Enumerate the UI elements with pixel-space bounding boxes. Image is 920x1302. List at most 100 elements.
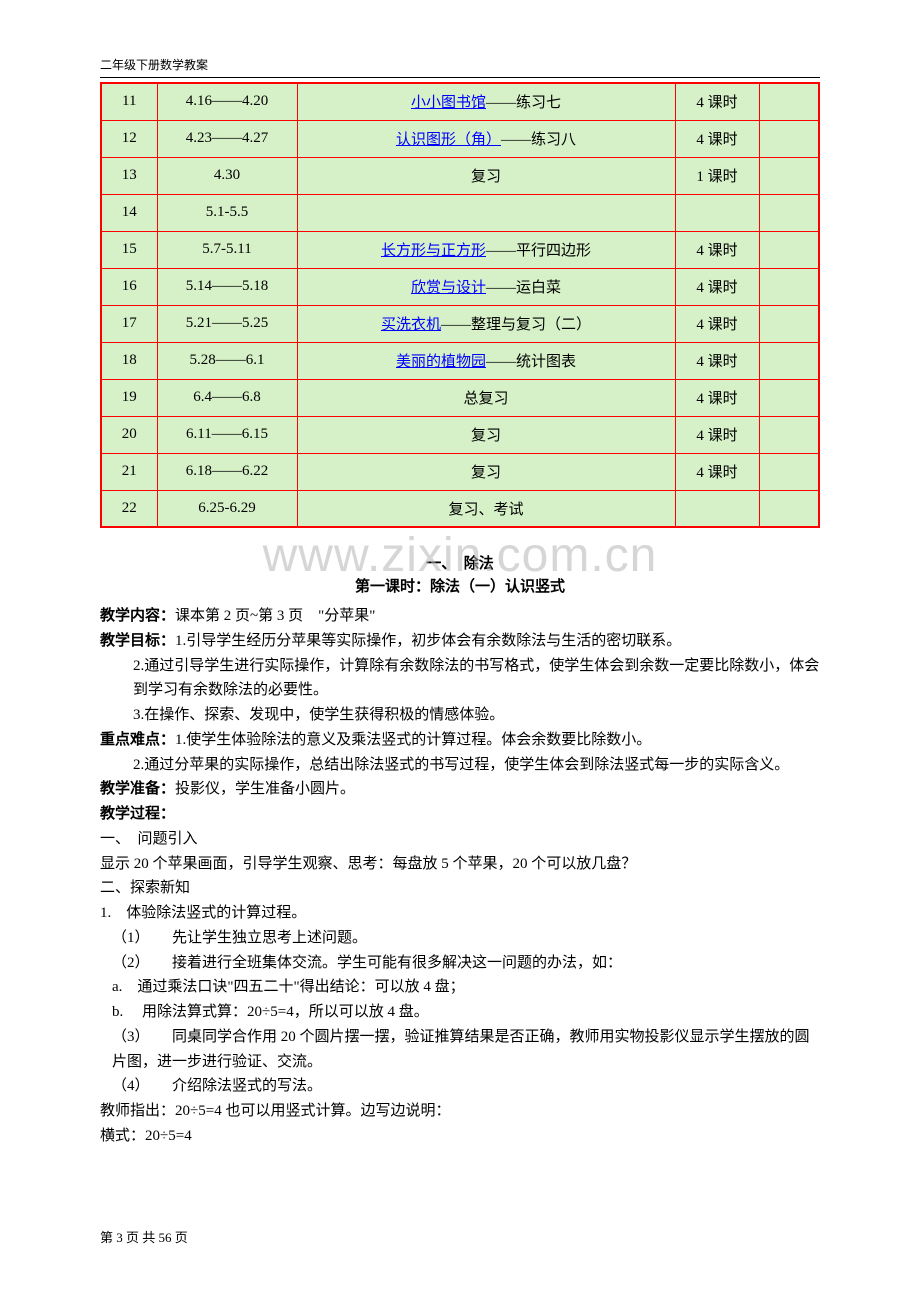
content-link[interactable]: 欣赏与设计 — [411, 280, 486, 296]
cell-content: 小小图书馆——练习七 — [297, 83, 675, 120]
table-row: 226.25-6.29复习、考试 — [101, 490, 819, 527]
cell-hours: 4 课时 — [675, 379, 759, 416]
cell-week: 13 — [101, 157, 157, 194]
lesson-content: 教学内容：课本第 2 页~第 3 页 "分苹果" 教学目标：1.引导学生经历分苹… — [100, 604, 820, 1149]
table-row: 155.7-5.11 长方形与正方形——平行四边形 4 课时 — [101, 231, 819, 268]
cell-date: 5.14——5.18 — [157, 268, 297, 305]
goal-label: 教学目标： — [100, 633, 175, 649]
cell-week: 15 — [101, 231, 157, 268]
cell-date: 5.7-5.11 — [157, 231, 297, 268]
cell-note — [759, 490, 819, 527]
cell-week: 14 — [101, 194, 157, 231]
key-1: 1.使学生体验除法的意义及乘法竖式的计算过程。体会余数要比除数小。 — [175, 732, 651, 748]
cell-content: 复习 — [297, 157, 675, 194]
proc-s2: 二、探索新知 — [100, 880, 190, 896]
content-rest: ——练习七 — [486, 95, 561, 111]
cell-note — [759, 194, 819, 231]
cell-date: 6.25-6.29 — [157, 490, 297, 527]
cell-week: 17 — [101, 305, 157, 342]
key-label: 重点难点： — [100, 732, 175, 748]
cell-content: 复习、考试 — [297, 490, 675, 527]
cell-hours: 4 课时 — [675, 231, 759, 268]
table-row: 165.14——5.18欣赏与设计——运白菜4 课时 — [101, 268, 819, 305]
proc-sub1: （1） 先让学生独立思考上述问题。 — [112, 930, 367, 946]
content-rest: 复习 — [471, 169, 501, 185]
content-rest: ——平行四边形 — [486, 243, 591, 259]
cell-hours: 4 课时 — [675, 453, 759, 490]
cell-note — [759, 453, 819, 490]
proc-a: a. 通过乘法口诀"四五二十"得出结论：可以放 4 盘； — [112, 979, 465, 995]
content-rest: 复习 — [471, 428, 501, 444]
content-link[interactable]: 认识图形（角） — [396, 132, 501, 148]
cell-content — [297, 194, 675, 231]
cell-note — [759, 305, 819, 342]
content-rest: ——统计图表 — [486, 354, 576, 370]
cell-week: 16 — [101, 268, 157, 305]
doc-header: 二年级下册数学教案 — [100, 56, 820, 78]
content-text: 课本第 2 页~第 3 页 "分苹果" — [175, 608, 375, 624]
table-row: 175.21——5.25买洗衣机——整理与复习（二）4 课时 — [101, 305, 819, 342]
prep-text: 投影仪，学生准备小圆片。 — [175, 781, 355, 797]
table-row: 134.30 复习 1 课时 — [101, 157, 819, 194]
cell-content: 买洗衣机——整理与复习（二） — [297, 305, 675, 342]
table-row: 185.28——6.1 美丽的植物园——统计图表 4 课时 — [101, 342, 819, 379]
cell-week: 11 — [101, 83, 157, 120]
cell-note — [759, 416, 819, 453]
cell-note — [759, 342, 819, 379]
cell-content: 欣赏与设计——运白菜 — [297, 268, 675, 305]
content-label: 教学内容： — [100, 608, 175, 624]
content-rest: 总复习 — [463, 391, 508, 407]
cell-note — [759, 231, 819, 268]
cell-note — [759, 157, 819, 194]
cell-note — [759, 83, 819, 120]
cell-hours — [675, 490, 759, 527]
schedule-table: 114.16——4.20小小图书馆——练习七4 课时124.23——4.27认识… — [100, 82, 820, 528]
cell-hours: 4 课时 — [675, 268, 759, 305]
proc-label: 教学过程： — [100, 806, 175, 822]
content-link[interactable]: 小小图书馆 — [411, 95, 486, 111]
content-rest: 复习、考试 — [448, 502, 523, 518]
cell-hours — [675, 194, 759, 231]
content-rest: ——运白菜 — [486, 280, 561, 296]
content-rest: 复习 — [471, 465, 501, 481]
cell-date: 6.18——6.22 — [157, 453, 297, 490]
cell-note — [759, 120, 819, 157]
cell-date: 4.16——4.20 — [157, 83, 297, 120]
content-link[interactable]: 美丽的植物园 — [396, 354, 486, 370]
cell-content: 认识图形（角）——练习八 — [297, 120, 675, 157]
proc-sub2: （2） 接着进行全班集体交流。学生可能有很多解决这一问题的办法，如： — [112, 955, 622, 971]
table-row: 196.4——6.8总复习4 课时 — [101, 379, 819, 416]
cell-note — [759, 268, 819, 305]
cell-date: 5.21——5.25 — [157, 305, 297, 342]
content-rest: ——练习八 — [501, 132, 576, 148]
key-2: 2.通过分苹果的实际操作，总结出除法竖式的书写过程，使学生体会到除法竖式每一步的… — [133, 757, 789, 773]
cell-hours: 4 课时 — [675, 83, 759, 120]
table-row: 124.23——4.27认识图形（角）——练习八4 课时 — [101, 120, 819, 157]
cell-date: 4.23——4.27 — [157, 120, 297, 157]
cell-hours: 4 课时 — [675, 305, 759, 342]
proc-sub4: （4） 介绍除法竖式的写法。 — [112, 1078, 322, 1094]
table-row: 216.18——6.22 复习 4 课时 — [101, 453, 819, 490]
page-footer: 第 3 页 共 56 页 — [100, 1227, 188, 1246]
cell-week: 21 — [101, 453, 157, 490]
unit-title: 一、 除法 — [100, 552, 820, 573]
proc-s1-text: 显示 20 个苹果画面，引导学生观察、思考：每盘放 5 个苹果，20 个可以放几… — [100, 856, 636, 872]
table-row: 206.11——6.15复习4 课时 — [101, 416, 819, 453]
cell-date: 5.28——6.1 — [157, 342, 297, 379]
cell-date: 6.11——6.15 — [157, 416, 297, 453]
cell-content: 复习 — [297, 453, 675, 490]
content-rest: ——整理与复习（二） — [441, 317, 591, 333]
cell-date: 5.1-5.5 — [157, 194, 297, 231]
cell-note — [759, 379, 819, 416]
cell-week: 12 — [101, 120, 157, 157]
cell-date: 4.30 — [157, 157, 297, 194]
proc-step1: 1. 体验除法竖式的计算过程。 — [100, 905, 306, 921]
cell-week: 18 — [101, 342, 157, 379]
content-link[interactable]: 买洗衣机 — [381, 317, 441, 333]
cell-hours: 4 课时 — [675, 342, 759, 379]
proc-b: b. 用除法算式算：20÷5=4，所以可以放 4 盘。 — [112, 1004, 429, 1020]
cell-date: 6.4——6.8 — [157, 379, 297, 416]
content-link[interactable]: 长方形与正方形 — [381, 243, 486, 259]
proc-s1: 一、 问题引入 — [100, 831, 198, 847]
cell-hours: 1 课时 — [675, 157, 759, 194]
